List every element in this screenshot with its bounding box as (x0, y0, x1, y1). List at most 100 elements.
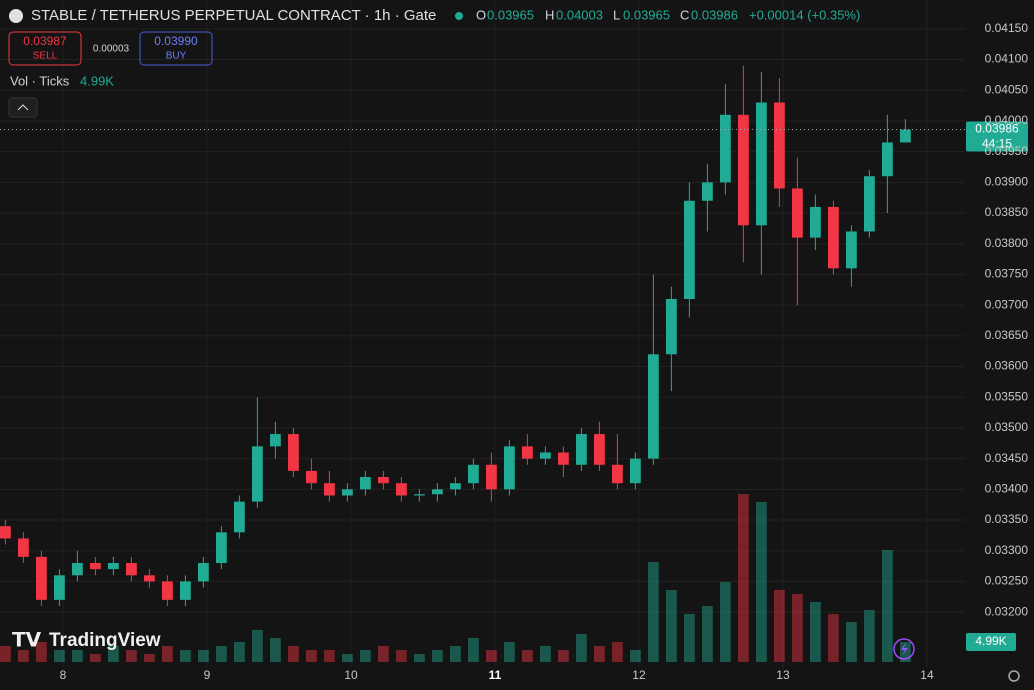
volume-bar (557, 650, 569, 662)
volume-legend-value: 4.99K (80, 73, 114, 88)
lightning-icon[interactable] (901, 642, 908, 656)
candle-body (503, 446, 515, 490)
y-tick-label: 0.03350 (985, 512, 1029, 526)
volume-bar (791, 594, 803, 662)
volume-pane (0, 494, 911, 662)
volume-bar (575, 634, 587, 662)
candle-body (827, 206, 839, 269)
brand: TradingView (49, 630, 161, 651)
candle-body (521, 446, 533, 459)
buy-price[interactable]: 0.03990 (154, 34, 198, 48)
candle-body (413, 494, 425, 496)
volume-bar (161, 646, 173, 662)
candle-body (899, 129, 911, 143)
volume-bar (269, 638, 281, 662)
candle-body (683, 200, 695, 300)
collapse-button[interactable] (8, 97, 38, 118)
candle-body (611, 464, 623, 484)
sell-button[interactable] (8, 31, 82, 66)
volume-bar (845, 622, 857, 662)
y-tick-label: 0.03750 (985, 267, 1029, 281)
candle-body (809, 206, 821, 238)
settings-button[interactable] (1008, 670, 1020, 682)
volume-bar (719, 582, 731, 662)
volume-bar (215, 646, 227, 662)
volume-bar (197, 650, 209, 662)
candle-body (341, 489, 353, 496)
volume-bar (665, 590, 677, 662)
collapse-icon[interactable] (17, 104, 29, 111)
volume-bar (53, 650, 65, 662)
x-tick-label: 13 (776, 668, 790, 682)
volume-bar (125, 650, 137, 662)
volume-bar (899, 642, 911, 662)
candle-body (755, 102, 767, 226)
candle-body (215, 532, 227, 564)
candle-body (791, 188, 803, 238)
candle-body (287, 434, 299, 471)
candle-body (0, 526, 11, 539)
sell-label[interactable]: SELL (33, 51, 58, 62)
volume-bar (377, 646, 389, 662)
volume-bar (431, 650, 443, 662)
countdown: 44:15 (982, 137, 1012, 151)
candle-body (647, 354, 659, 459)
lightning-button[interactable] (893, 638, 915, 660)
candle-body (737, 114, 749, 226)
candle-body (575, 434, 587, 465)
volume-bar (809, 602, 821, 662)
sell-price[interactable]: 0.03987 (23, 34, 67, 48)
volume-bar (449, 646, 461, 662)
candle-body (557, 452, 569, 465)
x-tick-label: 12 (632, 668, 646, 682)
volume-bar (593, 646, 605, 662)
price-pane (0, 65, 911, 606)
open-value: 0.03965 (487, 7, 534, 22)
candle-body (773, 102, 785, 189)
candle-body (107, 563, 119, 570)
y-tick-label: 0.03650 (985, 328, 1029, 342)
buy-label[interactable]: BUY (166, 51, 187, 62)
volume-bar (413, 654, 425, 662)
high-value: 0.04003 (556, 7, 603, 22)
candle-body (485, 464, 497, 490)
y-tick-label: 0.03200 (985, 604, 1029, 618)
candle-body (629, 458, 641, 484)
volume-bar (755, 502, 767, 662)
volume-bar (341, 654, 353, 662)
volume-bar (287, 646, 299, 662)
candle-body (269, 434, 281, 447)
volume-bar (683, 614, 695, 662)
change-value: +0.00014 (+0.35%) (749, 7, 860, 22)
buy-button[interactable] (139, 31, 213, 66)
last-price: 0.03986 (975, 122, 1019, 136)
candle-body (845, 231, 857, 269)
y-tick-label: 0.04050 (985, 82, 1029, 96)
volume-bar (863, 610, 875, 662)
candle-body (395, 483, 407, 496)
x-tick-label: 11 (489, 668, 502, 682)
y-tick-label: 0.03600 (985, 359, 1029, 373)
low-label: L (613, 7, 620, 22)
volume-bar (17, 650, 29, 662)
candle-body (89, 563, 101, 570)
candle-body (125, 563, 137, 576)
candle-body (71, 563, 83, 576)
volume-bar (773, 590, 785, 662)
candle-body (53, 575, 65, 600)
y-tick-label: 0.03850 (985, 205, 1029, 219)
x-tick-label: 14 (920, 668, 934, 682)
candle-body (665, 299, 677, 355)
y-tick-label: 0.04000 (985, 113, 1029, 127)
candle-body (359, 477, 371, 490)
volume-bar (89, 654, 101, 662)
candle-body (467, 464, 479, 484)
y-tick-label: 0.03800 (985, 236, 1029, 250)
volume-bar (179, 650, 191, 662)
volume-bar (0, 646, 11, 662)
volume-bar (611, 642, 623, 662)
candle-body (17, 538, 29, 557)
candle-body (719, 114, 731, 183)
low-value: 0.03965 (623, 7, 670, 22)
